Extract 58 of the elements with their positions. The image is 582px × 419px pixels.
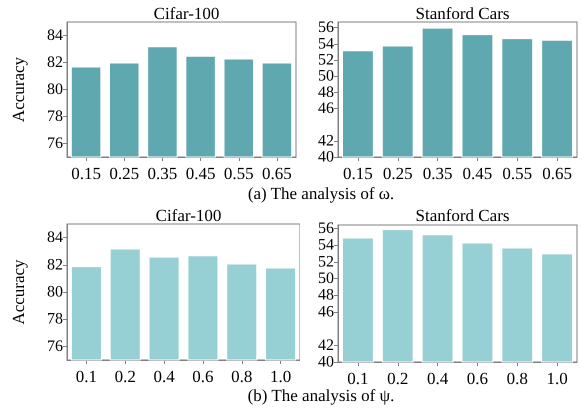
x-tick-label: 0.4 [153, 367, 176, 386]
y-tick-label: 84 [47, 229, 63, 246]
chart-title: Stanford Cars [416, 206, 510, 225]
x-tick-label: 0.55 [224, 164, 254, 183]
y-tick-label: 82 [47, 54, 63, 71]
x-tick-label: 0.2 [387, 369, 408, 388]
y-axis-title: Accuracy [9, 56, 28, 122]
x-tick-label: 0.6 [466, 369, 488, 388]
y-tick-label: 40 [318, 354, 334, 370]
x-tick-label: 0.1 [347, 369, 369, 388]
y-tick-label: 40 [318, 148, 334, 166]
x-tick-label: 0.45 [186, 164, 216, 183]
x-tick-label: 0.1 [76, 367, 98, 386]
chart-title: Stanford Cars [416, 4, 510, 23]
x-tick-label: 1.0 [270, 367, 292, 386]
x-tick-label: 0.25 [109, 164, 140, 183]
chart-title: Cifar-100 [154, 4, 220, 23]
x-tick-label: 0.4 [426, 369, 449, 388]
x-tick-label: 0.8 [231, 367, 252, 386]
text: (b) The analysis of ψ. [248, 386, 394, 405]
y-tick-label: 76 [47, 338, 63, 355]
y-tick-label: 42 [318, 132, 334, 150]
x-tick-label: 1.0 [546, 369, 568, 388]
y-tick-label: 56 [318, 220, 334, 237]
x-tick-label: 0.35 [148, 164, 178, 183]
x-tick-label: 0.65 [262, 164, 292, 183]
y-tick-label: 52 [318, 51, 334, 68]
chart-title: Cifar-100 [156, 206, 222, 225]
x-tick-label: 0.8 [506, 369, 528, 388]
x-tick-label: 0.15 [71, 164, 101, 183]
x-tick-label: 0.15 [343, 164, 373, 183]
y-tick-label: 80 [47, 81, 63, 98]
y-tick-label: 48 [318, 84, 334, 101]
text: (a) The analysis of ω. [246, 184, 396, 204]
x-tick-label: 0.6 [192, 367, 214, 386]
y-tick-label: 46 [318, 303, 334, 320]
y-tick-label: 48 [318, 286, 334, 304]
y-axis-title: Accuracy [9, 258, 28, 325]
y-tick-label: 54 [318, 35, 334, 52]
y-tick-label: 50 [318, 270, 334, 287]
y-tick-label: 46 [318, 100, 334, 117]
y-tick-label: 56 [318, 19, 334, 36]
y-tick-label: 78 [47, 310, 63, 328]
y-tick-label: 50 [318, 68, 334, 85]
x-tick-label: 0.55 [502, 164, 532, 183]
y-tick-label: 80 [47, 284, 63, 300]
x-tick-label: 0.35 [422, 164, 452, 183]
y-tick-label: 76 [47, 135, 63, 152]
y-tick-label: 42 [318, 336, 334, 354]
y-tick-label: 84 [47, 27, 63, 44]
y-tick-label: 54 [318, 236, 334, 254]
x-tick-label: 0.65 [542, 164, 572, 183]
y-tick-label: 52 [318, 253, 334, 270]
x-tick-label: 0.25 [382, 164, 413, 183]
y-tick-label: 82 [47, 256, 63, 274]
x-tick-label: 0.45 [462, 164, 492, 183]
y-tick-label: 78 [47, 108, 63, 125]
x-tick-label: 0.2 [114, 367, 136, 386]
